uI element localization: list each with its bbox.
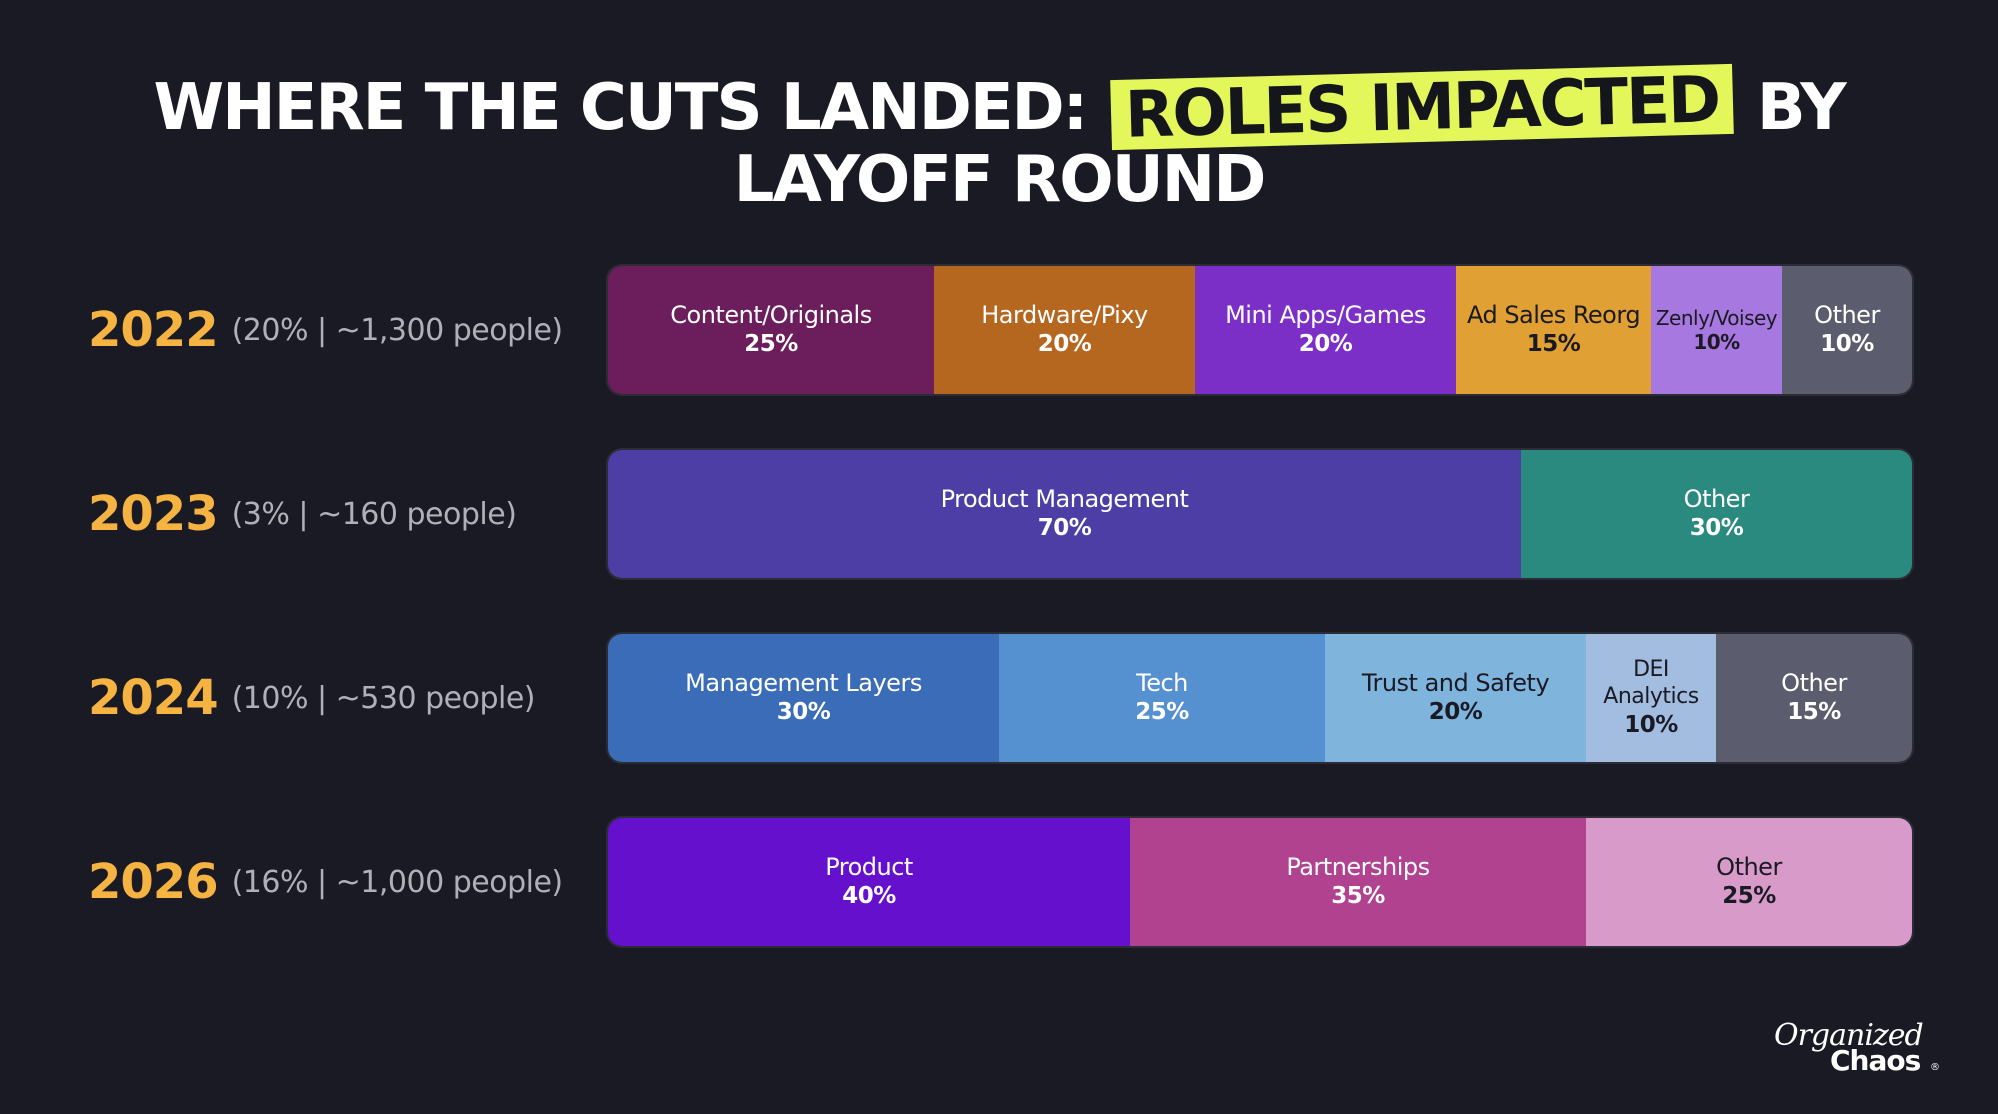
bar-row-2023: Product Management 70% Other 30% <box>608 450 1912 578</box>
segment-value-label: 15% <box>1526 331 1581 357</box>
bar-segment: Content/Originals 25% <box>608 266 934 394</box>
segment-value-label: 20% <box>1037 331 1092 357</box>
segment-label: Trust and Safety <box>1361 669 1550 697</box>
bar-segment: Product Management 70% <box>608 450 1521 578</box>
segment-label: Zenly/Voisey <box>1655 306 1778 330</box>
title-part-2: BY LAYOFF ROUND <box>733 71 1847 217</box>
segment-label: Other <box>1683 485 1750 513</box>
year-label: 2022 <box>88 302 219 358</box>
segment-value-label: 25% <box>1722 883 1776 909</box>
segment-value-label: 20% <box>1428 699 1483 725</box>
row-label-2026: 2026 (16% | ~1,000 people) <box>88 818 563 946</box>
segment-label: Management Layers <box>685 669 922 697</box>
bar-segment: Product 40% <box>608 818 1130 946</box>
segment-value-label: 40% <box>842 883 896 909</box>
segment-value-label: 25% <box>744 331 798 357</box>
segment-label: Hardware/Pixy <box>981 301 1148 329</box>
logo-line-1: Organized <box>1774 1018 1924 1053</box>
bar-segment: Tech 25% <box>999 634 1325 762</box>
row-label-2022: 2022 (20% | ~1,300 people) <box>88 266 563 394</box>
bar-row-2026: Product 40% Partnerships 35% Other 25% <box>608 818 1912 946</box>
segment-label: DEI Analytics <box>1603 657 1699 709</box>
segment-label: Product <box>825 853 913 881</box>
row-label-2023: 2023 (3% | ~160 people) <box>88 450 517 578</box>
year-label: 2023 <box>88 486 219 542</box>
bar-row-2022: Content/Originals 25% Hardware/Pixy 20% Mini… <box>608 266 1912 394</box>
segment-label: Product Management <box>940 485 1189 513</box>
segment-label: Content/Originals <box>670 301 872 329</box>
logo-line-2: Chaos <box>1830 1044 1921 1077</box>
bar-segment: Zenly/Voisey 10% <box>1651 266 1782 394</box>
segment-value-label: 30% <box>776 699 831 725</box>
organized-chaos-logo: Organized Chaos ® <box>1774 1018 1944 1078</box>
logo-registered-mark: ® <box>1930 1062 1940 1073</box>
bar-segment: Other 10% <box>1782 266 1912 394</box>
bar-row-2024: Management Layers 30% Tech 25% Trust and Saf… <box>608 634 1912 762</box>
bar-segment: Other 15% <box>1716 634 1912 762</box>
chart-title: WHERE THE CUTS LANDED: ROLES IMPACTED BY… <box>60 63 1938 217</box>
bar-segment: Trust and Safety 20% <box>1325 634 1586 762</box>
year-detail: (20% | ~1,300 people) <box>231 312 564 348</box>
segment-label: Other <box>1781 669 1847 697</box>
bar-segment: Mini Apps/Games 20% <box>1195 266 1456 394</box>
bar-segment: Other 30% <box>1521 450 1912 578</box>
year-detail: (10% | ~530 people) <box>231 680 536 716</box>
title-highlight: ROLES IMPACTED <box>1109 63 1734 153</box>
segment-value-label: 35% <box>1331 883 1385 909</box>
title-part-1: WHERE THE CUTS LANDED: <box>153 71 1088 145</box>
bar-segment: Other 25% <box>1586 818 1912 946</box>
year-label: 2026 <box>88 854 219 910</box>
bar-segment: Hardware/Pixy 20% <box>934 266 1195 394</box>
bar-segment: DEI Analytics 10% <box>1586 634 1716 762</box>
segment-label: Other <box>1814 301 1880 329</box>
row-label-2024: 2024 (10% | ~530 people) <box>88 634 535 762</box>
segment-label: Other <box>1716 853 1782 881</box>
segment-label: Mini Apps/Games <box>1225 301 1426 329</box>
segment-value-label: 10% <box>1820 331 1874 357</box>
segment-value-label: 30% <box>1689 515 1744 541</box>
segment-value-label: 15% <box>1787 699 1841 725</box>
segment-label: Tech <box>1136 669 1188 697</box>
year-detail: (3% | ~160 people) <box>231 496 517 532</box>
year-detail: (16% | ~1,000 people) <box>231 864 564 900</box>
segment-value-label: 70% <box>1037 515 1092 541</box>
bar-segment: Management Layers 30% <box>608 634 999 762</box>
year-label: 2024 <box>88 670 219 726</box>
segment-value-label: 25% <box>1135 699 1189 725</box>
segment-label: Ad Sales Reorg <box>1466 301 1641 329</box>
segment-value-label: 20% <box>1298 331 1353 357</box>
segment-value-label: 10% <box>1624 712 1678 738</box>
bar-segment: Partnerships 35% <box>1130 818 1586 946</box>
bar-segment: Ad Sales Reorg 15% <box>1456 266 1651 394</box>
segment-value-label: 10% <box>1693 330 1740 354</box>
segment-label: Partnerships <box>1286 853 1430 881</box>
